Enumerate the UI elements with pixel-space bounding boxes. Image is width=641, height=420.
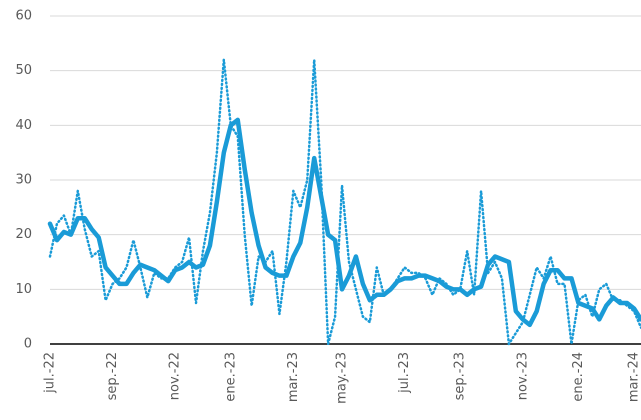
series-line: [48, 58, 641, 346]
x-tick-label: sep.-22: [105, 352, 120, 400]
x-tick-label: nov.-23: [515, 352, 530, 400]
x-tick-label: sep.-23: [453, 352, 468, 400]
x-tick-label: ene.-23: [223, 352, 238, 402]
y-tick-label: 50: [15, 63, 32, 78]
y-tick-label: 20: [15, 227, 32, 242]
x-tick-label: jul.-22: [43, 352, 58, 394]
x-tick-label: ene.-24: [571, 352, 586, 402]
y-tick-label: 60: [15, 9, 32, 24]
y-tick-label: 40: [15, 118, 32, 133]
x-tick-label: mar.-23: [286, 352, 301, 402]
y-tick-label: 30: [15, 173, 32, 188]
x-tick-label: jul.-23: [397, 352, 412, 394]
y-tick-label: 10: [15, 282, 32, 297]
x-tick-label: may.-23: [335, 352, 350, 404]
x-tick-label: nov.-22: [168, 352, 183, 400]
x-tick-label: mar.-24: [627, 352, 641, 402]
y-tick-label: 0: [24, 337, 32, 352]
series-line: [47, 117, 641, 328]
